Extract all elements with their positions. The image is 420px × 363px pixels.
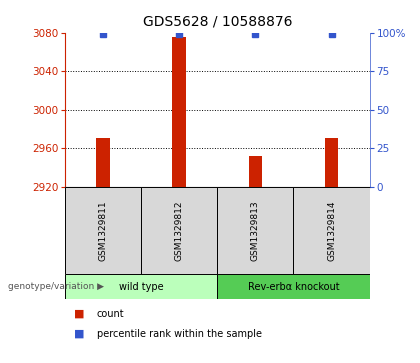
Bar [325, 138, 339, 187]
Text: wild type: wild type [119, 282, 163, 292]
Bar [65, 274, 218, 299]
Bar [65, 187, 141, 274]
Text: genotype/variation ▶: genotype/variation ▶ [8, 282, 105, 291]
Text: percentile rank within the sample: percentile rank within the sample [97, 329, 262, 339]
Text: ■: ■ [74, 309, 84, 319]
Text: GSM1329811: GSM1329811 [99, 200, 108, 261]
Text: GSM1329814: GSM1329814 [327, 200, 336, 261]
Bar [218, 187, 294, 274]
Bar [141, 187, 218, 274]
Text: Rev-erbα knockout: Rev-erbα knockout [248, 282, 339, 292]
Bar [249, 156, 262, 187]
Bar [218, 274, 370, 299]
Title: GDS5628 / 10588876: GDS5628 / 10588876 [143, 15, 292, 29]
Bar [96, 138, 110, 187]
Bar [294, 187, 370, 274]
Text: GSM1329813: GSM1329813 [251, 200, 260, 261]
Bar [173, 37, 186, 187]
Text: count: count [97, 309, 124, 319]
Text: GSM1329812: GSM1329812 [175, 200, 184, 261]
Text: ■: ■ [74, 329, 84, 339]
